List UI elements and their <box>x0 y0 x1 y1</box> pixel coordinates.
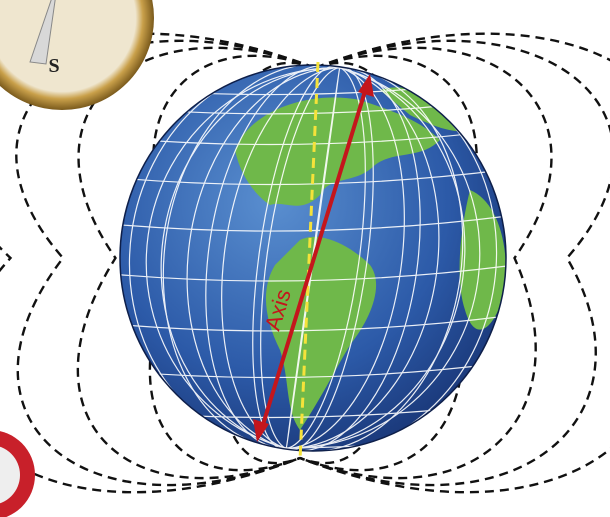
field-line-left <box>148 54 316 472</box>
field-line-right <box>299 39 610 487</box>
red-object-face <box>0 446 20 504</box>
red-object <box>0 431 35 517</box>
axis-line <box>260 87 368 429</box>
compass-letter: S <box>48 55 59 77</box>
parallel <box>120 165 506 186</box>
parallel <box>120 312 506 332</box>
field-line-right <box>299 32 610 494</box>
parallel <box>120 262 506 282</box>
geographic-axis <box>298 61 320 461</box>
field-line-right <box>299 46 553 480</box>
field-line-right <box>299 54 478 472</box>
globe-outline <box>119 64 507 452</box>
axis-arrowhead-bottom <box>253 419 269 442</box>
parallel <box>120 212 506 232</box>
axis-arrowhead-top <box>358 74 374 97</box>
compass: S <box>0 0 154 110</box>
field-line-left <box>0 32 316 494</box>
field-line-left <box>76 46 316 480</box>
compass-needle <box>29 0 56 65</box>
field-line-left <box>220 61 316 465</box>
compass-body <box>0 0 154 110</box>
